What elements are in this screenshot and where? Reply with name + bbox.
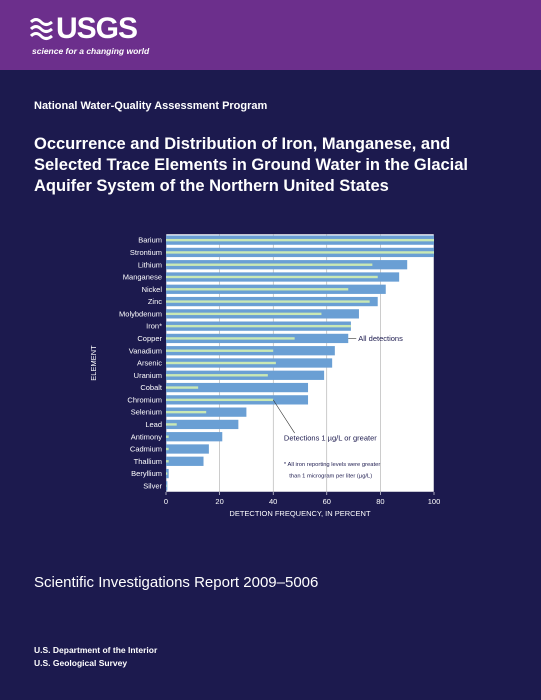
bar-1ug-7 bbox=[166, 324, 351, 328]
category-label: Vanadium bbox=[129, 346, 162, 355]
bar-all-17 bbox=[166, 444, 209, 454]
category-label: Arsenic bbox=[137, 359, 162, 368]
category-label: Molybdenum bbox=[119, 309, 162, 318]
x-tick-label: 60 bbox=[323, 497, 331, 506]
report-title: Occurrence and Distribution of Iron, Man… bbox=[34, 135, 469, 195]
category-label: Selenium bbox=[131, 408, 162, 417]
logo-wordmark: USGS bbox=[56, 12, 138, 45]
category-label: Barium bbox=[138, 236, 162, 245]
bar-1ug-4 bbox=[166, 288, 349, 291]
bar-1ug-10 bbox=[166, 361, 276, 365]
category-label: Strontium bbox=[130, 248, 162, 257]
x-tick-label: 20 bbox=[215, 497, 223, 506]
logo-tagline: science for a changing world bbox=[32, 46, 150, 56]
bar-all-16 bbox=[166, 432, 223, 442]
bar-1ug-15 bbox=[166, 423, 177, 426]
survey-name: U.S. Geological Survey bbox=[34, 658, 128, 668]
category-label: Zinc bbox=[148, 297, 162, 306]
bar-all-12 bbox=[166, 382, 309, 393]
bar-1ug-0 bbox=[166, 238, 434, 242]
bar-1ug-18 bbox=[166, 460, 169, 463]
category-label: Beryllium bbox=[131, 469, 162, 478]
category-label: Thallium bbox=[134, 457, 162, 466]
footnote-line-2: than 1 microgram per liter (µg/L) bbox=[289, 473, 372, 479]
bar-all-15 bbox=[166, 419, 239, 430]
category-label: Chromium bbox=[127, 395, 162, 404]
category-label: Copper bbox=[137, 334, 162, 343]
program-name: National Water-Quality Assessment Progra… bbox=[34, 100, 268, 112]
department-name: U.S. Department of the Interior bbox=[34, 645, 158, 655]
report-number: Scientific Investigations Report 2009–50… bbox=[34, 574, 319, 591]
bar-1ug-20 bbox=[166, 484, 167, 488]
footnote-line-1: * All iron reporting levels were greater bbox=[284, 462, 380, 468]
bar-1ug-13 bbox=[166, 398, 274, 402]
usgs-banner: USGS science for a changing world bbox=[0, 0, 541, 70]
x-tick-label: 80 bbox=[376, 497, 384, 506]
bar-1ug-16 bbox=[166, 435, 169, 438]
category-label: Uranium bbox=[134, 371, 162, 380]
category-label: Cobalt bbox=[140, 383, 163, 392]
bar-1ug-14 bbox=[166, 410, 207, 414]
bar-1ug-8 bbox=[166, 337, 295, 340]
category-label: Silver bbox=[143, 481, 162, 490]
bar-1ug-9 bbox=[166, 349, 274, 352]
detections-1ug-label: Detections 1 µg/L or greater bbox=[284, 433, 377, 442]
category-label: Lithium bbox=[138, 260, 162, 269]
category-label: Nickel bbox=[142, 285, 163, 294]
x-tick-label: 100 bbox=[428, 497, 441, 506]
category-label: Iron* bbox=[146, 322, 162, 331]
category-label: Lead bbox=[145, 420, 162, 429]
bar-all-18 bbox=[166, 456, 204, 466]
bar-1ug-11 bbox=[166, 374, 268, 377]
bar-1ug-5 bbox=[166, 300, 370, 303]
bar-1ug-3 bbox=[166, 275, 378, 279]
bar-1ug-17 bbox=[166, 447, 169, 451]
detections-1ug-leader bbox=[272, 399, 295, 434]
x-axis-label: DETECTION FREQUENCY, IN PERCENT bbox=[229, 509, 371, 518]
category-label: Manganese bbox=[123, 273, 162, 282]
bar-1ug-2 bbox=[166, 263, 373, 266]
x-tick-label: 40 bbox=[269, 497, 277, 506]
y-axis-label: ELEMENT bbox=[89, 345, 98, 381]
agency-block: U.S. Department of the Interior U.S. Geo… bbox=[34, 644, 157, 670]
bar-1ug-6 bbox=[166, 312, 322, 316]
detection-frequency-chart: Barium Strontium Lithium Manganese Nickel Zin… bbox=[70, 228, 470, 538]
x-tick-label: 0 bbox=[164, 497, 168, 506]
bar-all-20 bbox=[166, 481, 168, 491]
bar-1ug-12 bbox=[166, 386, 199, 389]
all-detections-label: All detections bbox=[358, 334, 403, 343]
usgs-wave-icon bbox=[30, 18, 53, 40]
usgs-logo: USGS science for a changing world bbox=[30, 12, 160, 62]
category-label: Cadmium bbox=[130, 445, 162, 454]
category-label: Antimony bbox=[131, 432, 163, 441]
bar-1ug-1 bbox=[166, 251, 434, 254]
bar-1ug-19 bbox=[166, 472, 168, 475]
chart-svg: Barium Strontium Lithium Manganese Nickel Zin… bbox=[89, 233, 441, 518]
